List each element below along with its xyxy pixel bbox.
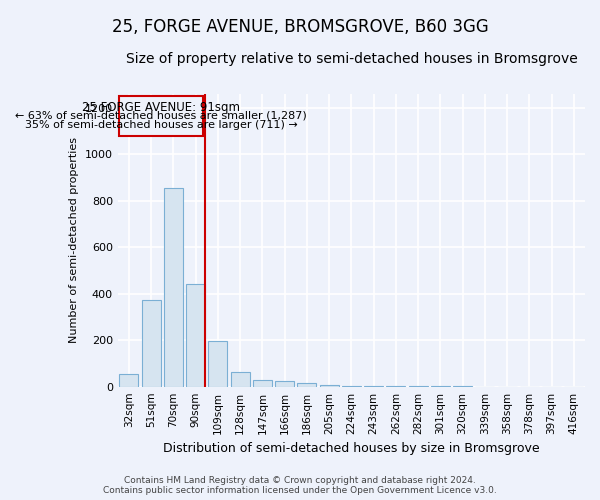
Text: ← 63% of semi-detached houses are smaller (1,287): ← 63% of semi-detached houses are smalle… (15, 110, 307, 120)
Text: 25 FORGE AVENUE: 91sqm: 25 FORGE AVENUE: 91sqm (82, 100, 240, 114)
Text: Contains HM Land Registry data © Crown copyright and database right 2024.
Contai: Contains HM Land Registry data © Crown c… (103, 476, 497, 495)
Bar (164, 188, 183, 386)
Text: 35% of semi-detached houses are larger (711) →: 35% of semi-detached houses are larger (… (25, 120, 298, 130)
Bar (275, 381, 294, 386)
FancyBboxPatch shape (119, 96, 203, 136)
Text: 25, FORGE AVENUE, BROMSGROVE, B60 3GG: 25, FORGE AVENUE, BROMSGROVE, B60 3GG (112, 18, 488, 36)
Bar (208, 342, 227, 386)
Bar (230, 372, 250, 386)
Bar (320, 385, 338, 386)
Bar (253, 380, 272, 386)
Bar (186, 284, 205, 386)
Bar (298, 382, 316, 386)
Bar (142, 300, 161, 386)
Bar (119, 374, 139, 386)
X-axis label: Distribution of semi-detached houses by size in Bromsgrove: Distribution of semi-detached houses by … (163, 442, 539, 455)
Y-axis label: Number of semi-detached properties: Number of semi-detached properties (69, 138, 79, 344)
Title: Size of property relative to semi-detached houses in Bromsgrove: Size of property relative to semi-detach… (125, 52, 577, 66)
